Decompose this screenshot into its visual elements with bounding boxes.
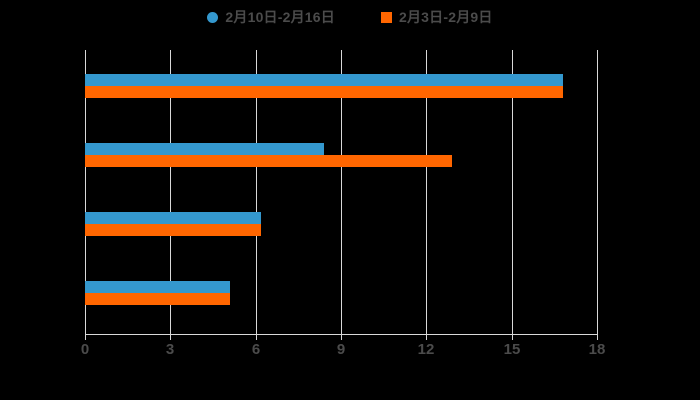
x-tick-label-9: 9 xyxy=(336,341,346,358)
legend-circle-marker-icon xyxy=(207,11,219,23)
x-tick-label-3: 3 xyxy=(165,341,175,358)
x-tick-label-18: 18 xyxy=(588,341,606,358)
x-tick-mark-9 xyxy=(341,334,342,340)
bar-series-0-category-1[interactable] xyxy=(85,143,324,155)
legend-item-series-0[interactable]: 2月10日-2月16日 xyxy=(207,7,335,27)
legend-item-series-1[interactable]: 2月3日-2月9日 xyxy=(380,7,493,27)
gridline-0 xyxy=(85,50,86,334)
bar-series-0-category-0[interactable] xyxy=(85,74,563,86)
bar-series-1-category-0[interactable] xyxy=(85,86,563,98)
gridline-6 xyxy=(256,50,257,334)
bar-series-1-category-2[interactable] xyxy=(85,224,262,236)
x-tick-mark-3 xyxy=(170,334,171,340)
legend-label-series-1: 2月3日-2月9日 xyxy=(398,9,493,25)
gridline-9 xyxy=(341,50,342,334)
x-tick-mark-15 xyxy=(512,334,513,340)
x-tick-label-15: 15 xyxy=(503,341,521,358)
gridline-18 xyxy=(597,50,598,334)
legend-square-marker-icon xyxy=(380,11,392,23)
gridline-15 xyxy=(512,50,513,334)
x-tick-mark-0 xyxy=(85,334,86,340)
bar-series-1-category-1[interactable] xyxy=(85,155,452,167)
bar-series-0-category-2[interactable] xyxy=(85,212,262,224)
x-tick-label-6: 6 xyxy=(251,341,261,358)
x-tick-mark-6 xyxy=(256,334,257,340)
gridline-3 xyxy=(170,50,171,334)
x-tick-mark-18 xyxy=(597,334,598,340)
bar-series-0-category-3[interactable] xyxy=(85,281,231,293)
legend-label-series-0: 2月10日-2月16日 xyxy=(225,9,335,25)
bar-series-1-category-3[interactable] xyxy=(85,293,231,305)
x-tick-label-0: 0 xyxy=(80,341,90,358)
chart-legend: 2月10日-2月16日 2月3日-2月9日 xyxy=(0,4,700,30)
plot-area: 0 3 6 9 12 15 18 日本 德国 中国 英国 xyxy=(81,50,605,358)
gridline-12 xyxy=(426,50,427,334)
x-tick-label-12: 12 xyxy=(417,341,435,358)
x-tick-mark-12 xyxy=(426,334,427,340)
